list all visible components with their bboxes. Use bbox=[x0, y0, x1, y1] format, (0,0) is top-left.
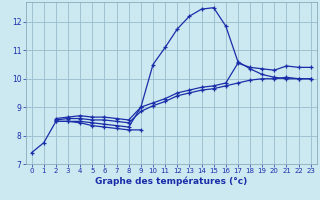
X-axis label: Graphe des températures (°c): Graphe des températures (°c) bbox=[95, 177, 247, 186]
